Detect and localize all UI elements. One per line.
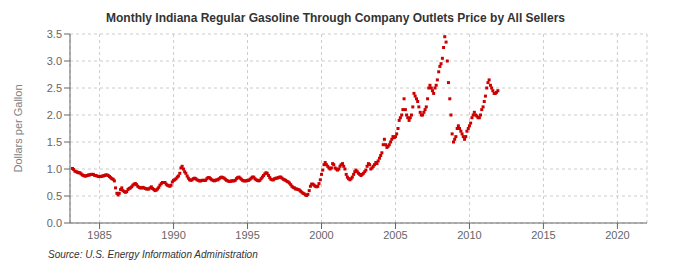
svg-text:1.0: 1.0	[47, 163, 62, 175]
html-text:Monthly Indiana Regular Gasoli: Monthly Indiana Regular Gasoline Through…	[106, 11, 565, 25]
svg-text:Dollars per Gallon: Dollars per Gallon	[12, 84, 24, 172]
html-text:Source: U.S. Energy Informatio: Source: U.S. Energy Information Administ…	[48, 249, 258, 260]
svg-text:2.0: 2.0	[47, 109, 62, 121]
svg-text:2020: 2020	[605, 229, 629, 241]
svg-text:1.5: 1.5	[47, 136, 62, 148]
svg-text:0.0: 0.0	[47, 217, 62, 229]
svg-text:1990: 1990	[161, 229, 185, 241]
svg-text:2015: 2015	[531, 229, 555, 241]
svg-text:3.0: 3.0	[47, 55, 62, 67]
svg-text:1995: 1995	[235, 229, 259, 241]
svg-text:2005: 2005	[383, 229, 407, 241]
svg-text:0.5: 0.5	[47, 190, 62, 202]
svg-text:1985: 1985	[87, 229, 111, 241]
svg-text:2.5: 2.5	[47, 82, 62, 94]
svg-text:3.5: 3.5	[47, 28, 62, 40]
svg-text:2000: 2000	[309, 229, 333, 241]
svg-text:2010: 2010	[457, 229, 481, 241]
